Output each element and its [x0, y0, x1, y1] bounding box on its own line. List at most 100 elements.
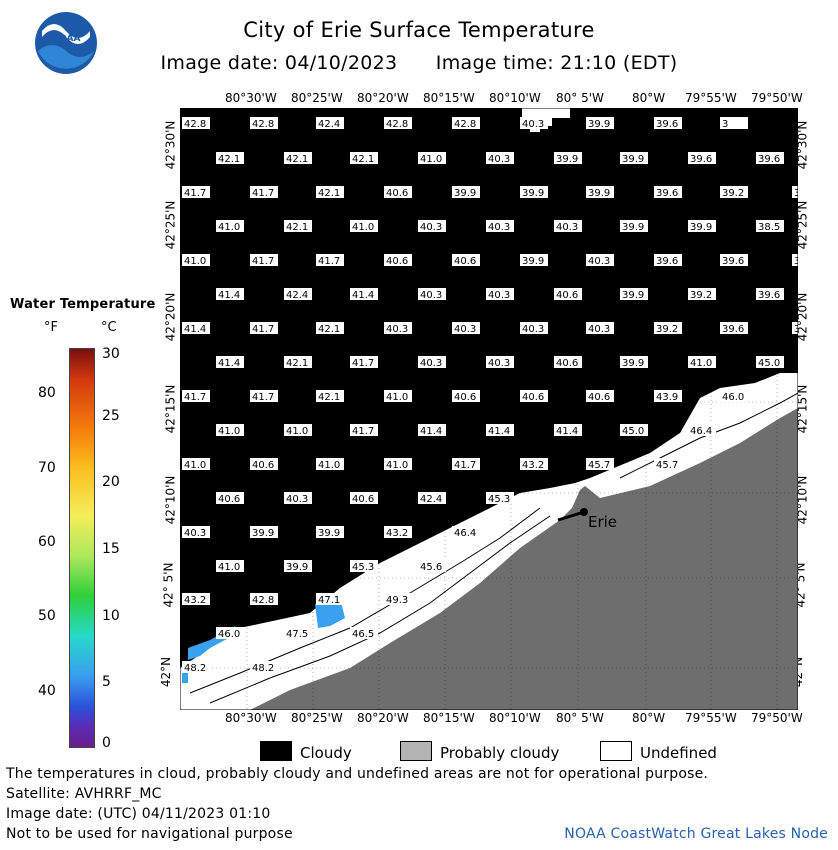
temperature-label: 41.0 — [184, 256, 206, 267]
temperature-label-box — [654, 458, 682, 470]
temperature-label-box — [316, 322, 344, 334]
top-lon-label: 80°30'W — [225, 91, 277, 105]
temperature-label-box — [586, 117, 614, 129]
temperature-label-box — [182, 458, 210, 470]
temperature-label-box — [418, 356, 446, 368]
temperature-label-box — [554, 288, 582, 300]
graticule — [180, 108, 798, 710]
f-tick: 50 — [38, 608, 56, 624]
temperature-label-box — [688, 424, 716, 436]
temperature-label: 40.3 — [588, 324, 610, 335]
temperature-label: 42.1 — [286, 154, 308, 165]
temperature-label: 42.1 — [318, 188, 340, 199]
temperature-label-box — [216, 288, 244, 300]
temperature-label-box — [182, 390, 210, 402]
temperature-label: 39.6 — [722, 256, 744, 267]
temperature-label: 3 — [794, 324, 798, 335]
temperature-label-box — [316, 593, 344, 605]
temperature-label-box — [250, 322, 278, 334]
temperature-label-box — [620, 356, 648, 368]
legend-undefined-label: Undefined — [640, 744, 717, 762]
temperature-label: 49.3 — [386, 595, 408, 606]
temperature-label: 41.0 — [218, 222, 240, 233]
satellite-text: Satellite: AVHRRF_MC — [6, 786, 162, 802]
temperature-label: 41.0 — [318, 460, 340, 471]
temperature-label: 40.3 — [420, 222, 442, 233]
top-lon-label: 79°55'W — [685, 91, 737, 105]
temperature-label-box — [654, 186, 682, 198]
temperature-label-box — [520, 117, 548, 129]
temperature-label-box — [216, 492, 244, 504]
temperature-label-box — [756, 356, 784, 368]
temperature-label: 39.9 — [622, 290, 644, 301]
legend-probably-cloudy-label: Probably cloudy — [440, 744, 560, 762]
temperature-label-box — [654, 322, 682, 334]
temperature-label-box — [350, 220, 378, 232]
temperature-label: 40.6 — [218, 494, 240, 505]
legend-undefined-swatch — [600, 741, 632, 761]
temperature-label: 40.6 — [386, 188, 408, 199]
temperature-label-box — [792, 186, 798, 198]
top-lon-label: 80°15'W — [423, 91, 475, 105]
temperature-label: 42.4 — [420, 494, 442, 505]
navigation-warning: Not to be used for navigational purpose — [6, 826, 293, 842]
temperature-label-box — [284, 152, 312, 164]
temperature-label: 45.3 — [488, 494, 510, 505]
temperature-label: 46.5 — [352, 629, 374, 640]
bottom-lon-label: 80° 5'W — [556, 711, 604, 725]
temperature-label: 40.3 — [522, 324, 544, 335]
temperature-label-box — [284, 288, 312, 300]
temperature-label: 43.2 — [386, 528, 408, 539]
temperature-label-box — [182, 526, 210, 538]
temperature-label: 41.4 — [218, 290, 240, 301]
bottom-lon-label: 80°30'W — [225, 711, 277, 725]
temperature-label: 40.3 — [454, 324, 476, 335]
temperature-label: 39.6 — [690, 154, 712, 165]
temperature-label-box — [452, 526, 480, 538]
temperature-label-box — [520, 390, 548, 402]
temperature-label: 40.3 — [588, 256, 610, 267]
temperature-label: 39.2 — [690, 290, 712, 301]
temperature-label: 41.7 — [184, 188, 206, 199]
temperature-label-box — [620, 220, 648, 232]
temperature-label-box — [418, 424, 446, 436]
temperature-label: 43.2 — [522, 460, 544, 471]
temperature-label-box — [756, 288, 784, 300]
temperature-label-box — [520, 322, 548, 334]
temperature-label: 41.0 — [218, 562, 240, 573]
temperature-label: 42.8 — [252, 595, 274, 606]
legend-probably-cloudy-swatch — [400, 741, 432, 761]
temperature-label-box — [384, 526, 412, 538]
f-tick: 40 — [38, 683, 56, 699]
temperature-label-box — [554, 152, 582, 164]
temperature-label-box — [350, 560, 378, 572]
erie-marker: Erie — [557, 508, 617, 531]
temperature-label-box — [688, 288, 716, 300]
temperature-label-box — [586, 186, 614, 198]
temperature-label: 46.0 — [722, 392, 744, 403]
temperature-label-box — [452, 117, 480, 129]
bottom-lon-label: 80°15'W — [423, 711, 475, 725]
bottom-lon-label: 80°20'W — [357, 711, 409, 725]
temperature-label-box — [284, 627, 312, 639]
temperature-label-box — [284, 220, 312, 232]
temperature-label-box — [486, 288, 514, 300]
temperature-label: 39.9 — [556, 154, 578, 165]
temperature-label-box — [418, 560, 446, 572]
top-lon-label: 80°W — [632, 91, 666, 105]
temperature-label-box — [384, 117, 412, 129]
temperature-label: 46.0 — [218, 629, 240, 640]
temperature-label: 46.4 — [690, 426, 712, 437]
left-lat-label: 42°15'N — [163, 384, 178, 434]
temperature-label: 39.9 — [252, 528, 274, 539]
temperature-label: 42.8 — [386, 119, 408, 130]
warm-water-patch — [315, 598, 345, 628]
image-time: Image time: 21:10 (EDT) — [435, 52, 678, 74]
temperature-label: 39.9 — [622, 154, 644, 165]
temperature-label-box — [486, 424, 514, 436]
temperature-label: 39.9 — [622, 358, 644, 369]
temperature-label-box — [452, 458, 480, 470]
temperature-label: 39.6 — [758, 154, 780, 165]
temperature-label: 42.8 — [252, 119, 274, 130]
top-lon-label: 79°50'W — [751, 91, 803, 105]
